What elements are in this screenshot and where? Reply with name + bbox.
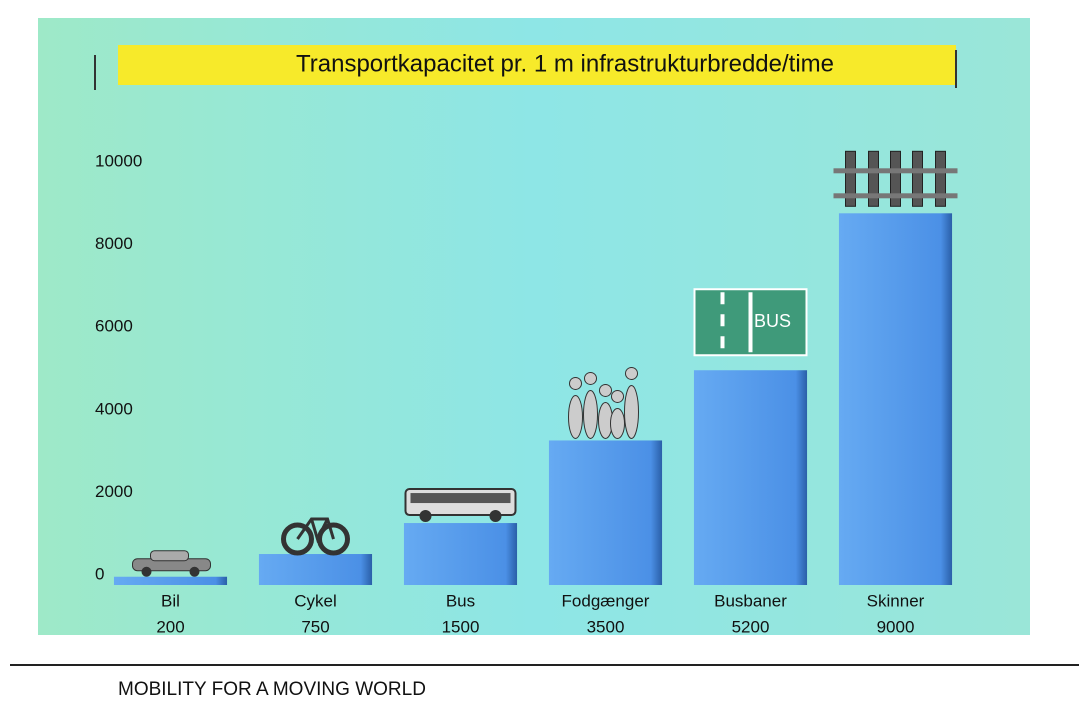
rail-tie [935,150,946,207]
person-head [625,366,638,380]
x-tick-label: Cykel [294,591,337,610]
y-tick-label: 8000 [95,234,133,253]
person-head [611,389,624,403]
value-label: 5200 [732,617,770,636]
y-tick-label: 4000 [95,399,133,418]
x-tick-label: Skinner [867,591,925,610]
rail [833,193,958,199]
person-body [610,407,625,439]
bar [113,576,228,585]
y-tick-label: 6000 [95,317,133,336]
person-head [569,376,582,390]
rail-tie [845,150,856,207]
bar [258,554,373,585]
rail-tie [868,150,879,207]
rail-tie [912,150,923,207]
car-wheel [189,566,200,577]
y-tick-label: 0 [95,564,104,583]
bus-windows [410,493,511,504]
bike-frame [296,517,335,544]
bar [838,213,953,586]
car-wheel [141,566,152,577]
y-tick-label: 10000 [95,151,142,170]
person-head [584,371,597,385]
bar [403,523,518,585]
bar [548,440,663,585]
bus-wheel [419,510,432,523]
bus-lane-label: BUS [754,311,791,331]
bar [693,370,808,585]
y-tick-label: 2000 [95,482,133,501]
x-tick-label: Fodgænger [562,591,650,610]
car-icon [150,550,189,562]
person-body [624,384,639,439]
title-box [118,45,956,85]
bike-wheel [281,522,314,556]
bike-wheel [317,522,350,556]
value-label: 3500 [587,617,625,636]
x-tick-label: Bus [446,591,475,610]
rail-tie [890,150,901,207]
person-body [568,394,583,439]
person-head [599,383,612,397]
chart-title: Transportkapacitet pr. 1 m infrastruktur… [296,50,834,77]
bus-wheel [489,510,502,523]
value-label: 9000 [877,617,915,636]
value-label: 1500 [442,617,480,636]
rail [833,168,958,174]
footer: MOBILITY FOR A MOVING WORLD [118,679,426,700]
x-tick-label: Busbaner [714,591,787,610]
value-label: 200 [156,617,184,636]
person-body [583,389,598,439]
x-tick-label: Bil [161,591,180,610]
value-label: 750 [301,617,329,636]
